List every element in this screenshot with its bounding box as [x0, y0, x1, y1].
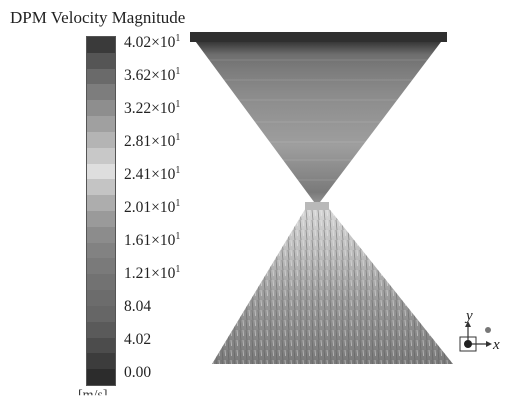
- colorbar-tick-label: 1.21×101: [124, 264, 181, 283]
- colorbar-tick-label: 0.00: [124, 364, 152, 381]
- colorbar-band: [87, 163, 115, 180]
- colorbar-tick-label: 2.81×101: [124, 132, 181, 151]
- colorbar-band: [87, 100, 115, 117]
- colorbar-band: [87, 226, 115, 244]
- colorbar-band: [87, 305, 115, 323]
- x-axis-label: x: [492, 337, 500, 353]
- colorbar-band: [87, 242, 115, 259]
- viewpoint-dot: [485, 327, 491, 333]
- colorbar: [86, 36, 116, 386]
- colorbar-band: [87, 211, 115, 228]
- y-axis-label: y: [464, 308, 473, 324]
- colorbar-tick-label: 4.02: [124, 331, 152, 348]
- colorbar-tick-label: 3.22×101: [124, 99, 181, 118]
- colorbar-band: [87, 84, 115, 101]
- colorbar-band: [87, 258, 115, 275]
- colorbar-band: [87, 337, 115, 354]
- upper-cone: [190, 34, 447, 206]
- colorbar-tick-label: 8.04: [124, 298, 152, 315]
- lower-cone-streaks: [212, 206, 453, 364]
- upper-cone-bands: [205, 59, 433, 181]
- upper-cone-rim: [190, 32, 447, 42]
- colorbar-band: [87, 68, 115, 85]
- colorbar-band: [87, 274, 115, 291]
- colorbar-band: [87, 52, 115, 70]
- colorbar-band: [87, 147, 115, 165]
- colorbar-band: [87, 131, 115, 149]
- colorbar-tick-label: 4.02×101: [124, 33, 181, 52]
- coordinate-axes-triad: y x: [459, 308, 500, 353]
- z-axis-dot: [464, 340, 472, 348]
- colorbar-unit: [m/s]: [78, 388, 108, 403]
- colorbar-tick-label: 1.61×101: [124, 231, 181, 250]
- particle-velocity-plot: [190, 32, 453, 364]
- legend-title: DPM Velocity Magnitude: [10, 8, 186, 27]
- colorbar-band: [87, 353, 115, 370]
- colorbar-band: [87, 37, 115, 54]
- colorbar-band: [87, 321, 115, 339]
- colorbar-band: [87, 116, 115, 133]
- throat: [305, 202, 329, 210]
- colorbar-tick-label: 3.62×101: [124, 66, 181, 85]
- colorbar-tick-label: 2.41×101: [124, 165, 181, 184]
- colorbar-band: [87, 179, 115, 196]
- colorbar-band: [87, 369, 115, 386]
- colorbar-band: [87, 195, 115, 212]
- colorbar-tick-label: 2.01×101: [124, 198, 181, 217]
- colorbar-band: [87, 290, 115, 307]
